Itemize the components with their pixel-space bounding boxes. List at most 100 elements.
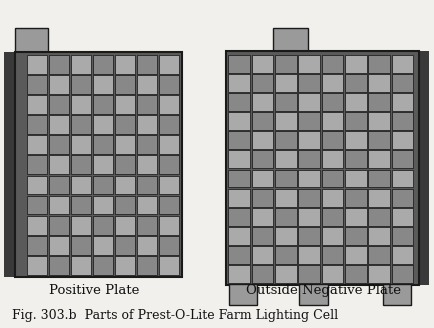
Bar [391,189,413,207]
Bar [252,131,273,149]
Bar [115,216,135,235]
Bar [322,74,343,92]
Bar [15,52,182,277]
Bar [391,112,413,130]
Bar [322,93,343,111]
Bar [115,236,135,255]
Bar [345,265,366,283]
Bar [275,265,296,283]
Bar [228,227,250,245]
Bar [159,95,179,114]
Bar [71,256,91,275]
Bar [368,208,390,226]
Bar [368,55,390,72]
Bar [391,246,413,264]
Bar [138,216,157,235]
Bar [93,115,113,134]
Bar [275,55,296,72]
Bar [27,196,47,215]
Bar [275,112,296,130]
Bar [159,55,179,73]
Bar [93,135,113,154]
Bar [252,265,273,283]
Bar [298,55,320,72]
Text: Outside Negative Plate: Outside Negative Plate [246,284,401,297]
Bar [138,75,157,94]
Bar [298,227,320,245]
Bar [368,227,390,245]
Bar [252,189,273,207]
Bar [49,115,69,134]
Bar [228,208,250,226]
Bar [298,112,320,130]
Bar [298,151,320,168]
Bar [368,189,390,207]
Bar [416,51,429,285]
Bar [228,74,250,92]
Bar [93,236,113,255]
Bar [93,216,113,235]
Bar [49,75,69,94]
Bar [252,170,273,187]
Bar [226,51,419,285]
Bar [391,151,413,168]
Bar [71,115,91,134]
Bar [228,93,250,111]
Bar [299,284,328,305]
Bar [252,151,273,168]
Bar [115,55,135,73]
Bar [93,95,113,114]
Bar [27,256,47,275]
Bar [252,246,273,264]
Bar [138,95,157,114]
Bar [298,74,320,92]
Bar [138,256,157,275]
Bar [391,93,413,111]
Bar [49,236,69,255]
Bar [93,196,113,215]
Text: Positive Plate: Positive Plate [49,284,140,297]
Bar [368,170,390,187]
Bar [93,155,113,174]
Bar [138,175,157,195]
Bar [322,265,343,283]
Bar [27,236,47,255]
Bar [93,256,113,275]
Bar [27,55,47,73]
Bar [298,189,320,207]
Bar [345,227,366,245]
Bar [391,74,413,92]
Bar [252,74,273,92]
Bar [159,236,179,255]
Bar [138,155,157,174]
Bar [275,170,296,187]
Bar [252,112,273,130]
Bar [275,189,296,207]
Bar [391,131,413,149]
Bar [228,170,250,187]
Bar [159,175,179,195]
Bar [298,93,320,111]
Bar [138,196,157,215]
Bar [391,227,413,245]
Bar [49,175,69,195]
Bar [368,93,390,111]
Bar [275,93,296,111]
Bar [368,265,390,283]
Bar [138,135,157,154]
Bar [159,256,179,275]
Bar [93,75,113,94]
Bar [228,112,250,130]
Bar [345,151,366,168]
Bar [391,55,413,72]
Bar [275,151,296,168]
Bar [298,131,320,149]
Bar [298,246,320,264]
Bar [298,208,320,226]
Bar [159,196,179,215]
Bar [71,196,91,215]
Bar [322,112,343,130]
Bar [115,196,135,215]
Bar [27,75,47,94]
Bar [159,135,179,154]
